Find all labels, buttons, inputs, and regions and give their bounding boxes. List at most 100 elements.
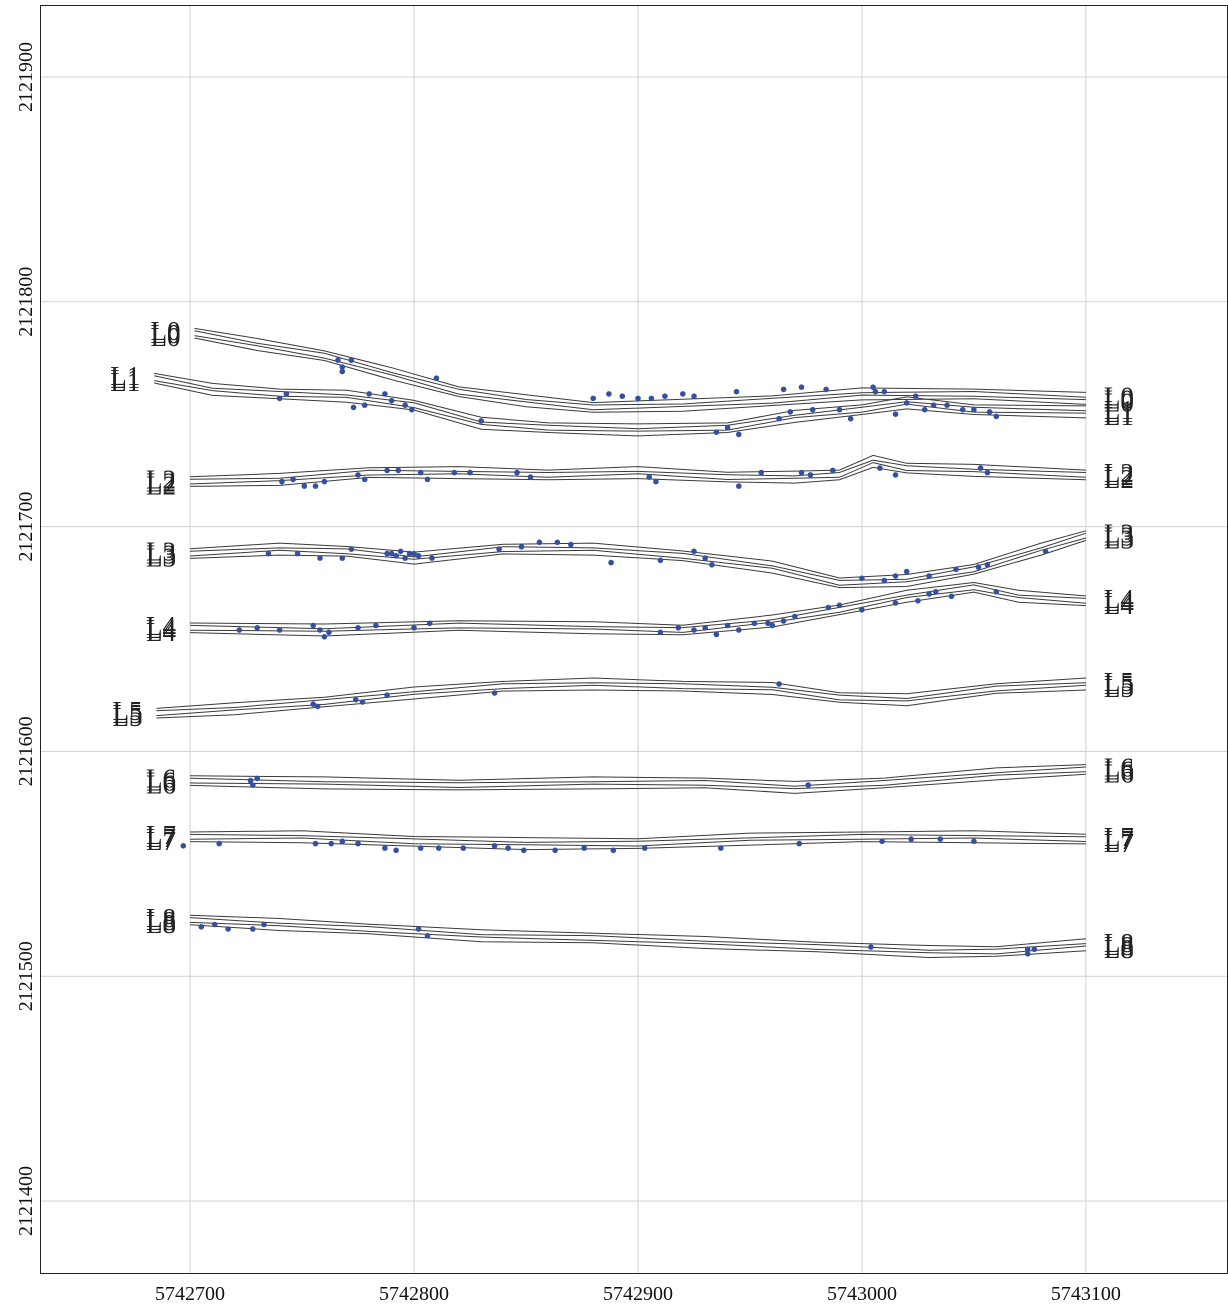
survey-point [276,627,283,633]
survey-point [825,604,832,611]
survey-point [619,393,626,400]
survey-point [355,840,361,847]
survey-point [736,431,742,438]
survey-point [409,406,415,413]
survey-point [384,550,390,557]
line-start-label: L1 [110,361,140,391]
survey-point [411,625,417,631]
survey-point [948,593,955,600]
survey-line-l0 [194,335,1086,411]
survey-line-l2 [190,454,1086,478]
line-start-label: L5 [112,699,142,729]
survey-point [836,602,843,609]
line-end-label: L4 [1104,590,1134,620]
line-end-label: L4 [1104,587,1134,617]
survey-line-l0 [194,337,1086,413]
survey-point [581,845,587,851]
survey-point [261,921,267,928]
survey-point [225,926,231,932]
line-start-label: L2 [146,468,176,498]
survey-point [937,836,944,842]
survey-point [395,467,402,474]
survey-point [397,548,404,555]
line-end-label: L2 [1104,461,1134,491]
survey-line-l7 [190,837,1086,847]
survey-point [870,384,876,391]
survey-point [393,553,399,559]
survey-point [776,415,782,422]
survey-point [903,400,910,406]
line-end-label: L5 [1104,673,1134,703]
survey-point [823,386,829,393]
survey-point [868,944,874,950]
y-tick-label: 2121400 [15,1166,37,1236]
survey-point [393,847,399,854]
survey-point [417,845,424,851]
survey-point [250,782,256,788]
survey-point [521,847,527,854]
survey-point [290,476,296,483]
y-tick-label: 2121600 [15,716,37,786]
survey-point [691,393,697,400]
survey-point [892,411,899,418]
survey-point [798,384,805,391]
line-end-label: L0 [1104,384,1134,414]
survey-line-l8 [190,921,1086,955]
survey-point [312,483,319,489]
survey-point [993,413,1000,420]
survey-point [317,627,323,633]
survey-line-l1 [154,375,1086,430]
survey-point [608,559,614,566]
line-end-label: L6 [1104,758,1134,788]
line-start-label: L0 [151,316,181,346]
survey-point [872,388,879,395]
survey-line-l2 [190,466,1086,487]
survey-point [339,364,346,370]
x-tick-label: 5742700 [155,1283,225,1305]
survey-point [879,838,885,845]
survey-point [892,472,899,478]
survey-point [388,550,395,557]
survey-point [527,474,534,480]
line-start-label: L7 [146,820,176,850]
line-end-label: L7 [1104,828,1134,858]
survey-point [877,465,883,471]
survey-lines [154,327,1087,959]
line-start-label: L4 [146,617,176,647]
survey-point [691,548,697,555]
survey-point [836,406,843,413]
survey-point [780,618,787,624]
survey-point [355,472,361,478]
line-end-label: L7 [1104,825,1134,855]
survey-point [433,375,440,382]
line-end-label: L5 [1104,667,1134,697]
survey-point [657,629,664,636]
survey-point [314,703,321,710]
survey-point [653,478,659,485]
survey-point [417,469,424,476]
survey-point [912,393,919,400]
survey-point [610,847,617,854]
line-start-label: L6 [146,767,176,797]
survey-point [451,469,458,476]
survey-point [247,777,254,784]
survey-point [736,627,742,633]
survey-point [279,478,285,485]
survey-point [339,838,346,845]
line-end-label: L8 [1104,934,1134,964]
survey-point [361,402,368,409]
y-tick-label: 2121700 [15,492,37,562]
survey-point [460,845,467,851]
survey-point [310,622,317,629]
survey-point [751,620,758,627]
survey-point [312,840,319,847]
line-start-label: L3 [146,540,176,570]
line-start-label: L0 [151,322,181,352]
survey-point [361,476,368,483]
survey-point [809,406,816,413]
line-start-label: L5 [112,696,142,726]
survey-point [975,564,982,570]
survey-point [301,483,308,489]
survey-point [691,627,697,633]
